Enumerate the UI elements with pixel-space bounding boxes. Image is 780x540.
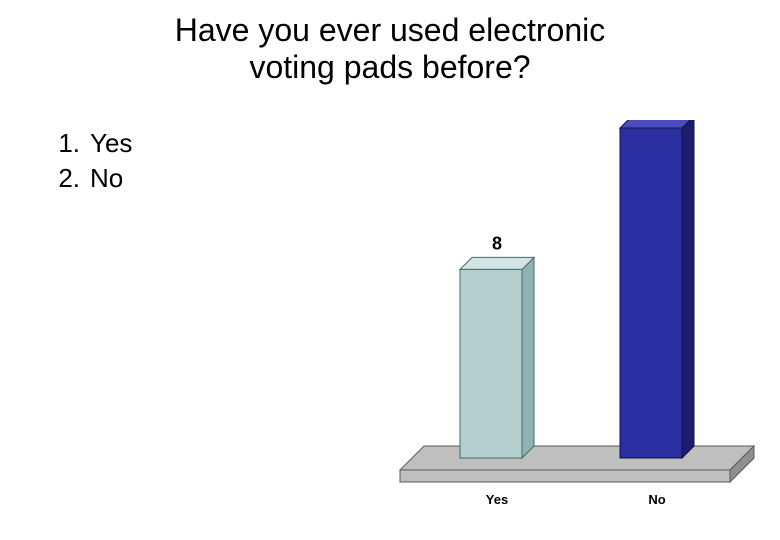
option-label: Yes	[90, 128, 132, 159]
option-number: 1.	[38, 128, 90, 159]
bar-top	[620, 120, 694, 128]
slide-title: Have you ever used electronic voting pad…	[0, 12, 780, 86]
title-line-2: voting pads before?	[0, 49, 780, 86]
bar-front	[620, 128, 682, 458]
chart-base-top	[400, 446, 754, 470]
bar-chart-svg: 8Yes14No	[390, 120, 760, 520]
option-label: No	[90, 163, 123, 194]
bar-side	[682, 120, 694, 458]
title-line-1: Have you ever used electronic	[0, 12, 780, 49]
option-row: 1. Yes	[38, 128, 132, 159]
option-row: 2. No	[38, 163, 132, 194]
results-chart: 8Yes14No	[390, 120, 760, 520]
bar-category-label: Yes	[486, 492, 508, 507]
answer-options: 1. Yes 2. No	[38, 128, 132, 198]
bar-value-label: 8	[492, 233, 502, 253]
slide: Have you ever used electronic voting pad…	[0, 0, 780, 540]
chart-base-front	[400, 470, 730, 482]
bar-side	[522, 257, 534, 458]
bar-top	[460, 257, 534, 269]
option-number: 2.	[38, 163, 90, 194]
bar-category-label: No	[648, 492, 665, 507]
bar-front	[460, 269, 522, 458]
